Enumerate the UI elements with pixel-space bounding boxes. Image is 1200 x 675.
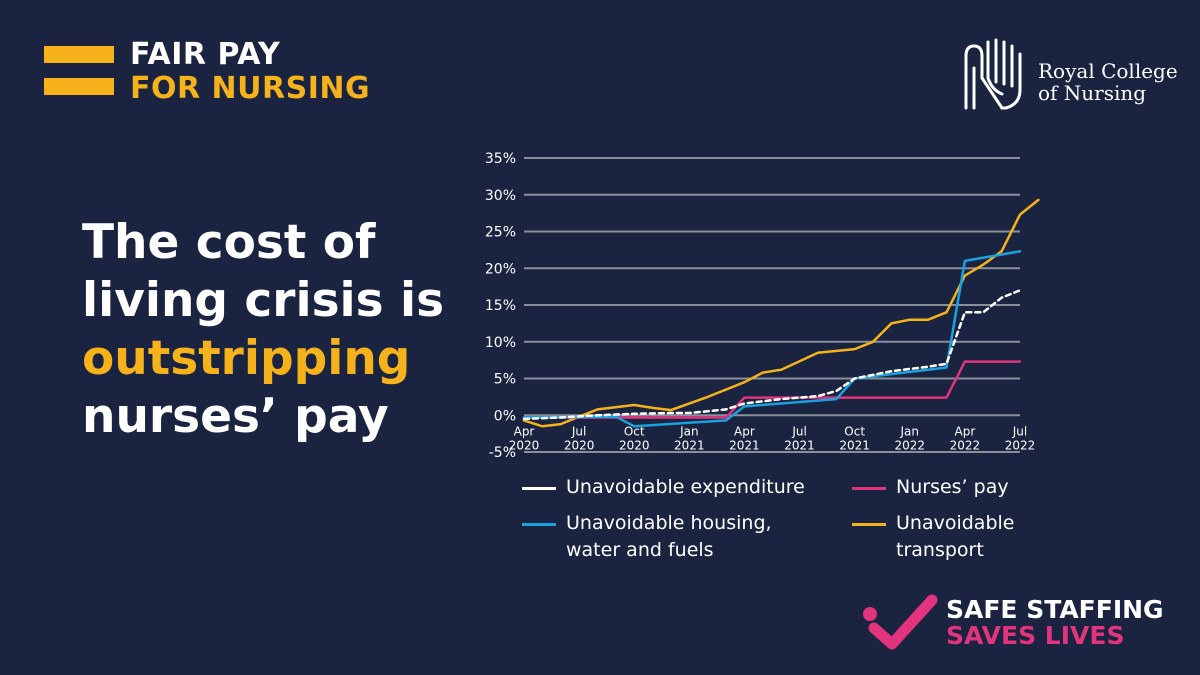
legend-swatch-nurses-pay <box>852 487 886 490</box>
rcn-name: Royal College of Nursing <box>1038 60 1178 104</box>
x-tick-label: 2020 <box>564 438 595 452</box>
legend-swatch-housing <box>522 523 556 526</box>
x-tick-label: 2021 <box>839 438 870 452</box>
x-tick-label: Jul <box>571 424 586 438</box>
series-line-unavoidable-housing-water-and-fuels <box>522 250 1022 428</box>
x-tick-label: 2022 <box>1005 438 1036 452</box>
headline: The cost of living crisis is outstrippin… <box>82 214 482 446</box>
x-tick-label: Oct <box>844 424 865 438</box>
brand-bar-bottom <box>44 78 114 95</box>
rcn-name-line-2: of Nursing <box>1038 81 1147 105</box>
x-tick-label: Apr <box>514 424 535 438</box>
brand-line-1: FAIR PAY <box>130 37 281 72</box>
y-tick-label: 10% <box>485 335 516 351</box>
brand-line-2: FOR NURSING <box>130 71 371 106</box>
cost-of-living-chart: 35% 30% 25% 20% 15% 10% 5% 0% -5% Apr 2020 Jul 2020 O… <box>440 140 1060 470</box>
chart-svg: 35%30%25%20%15%10%5%0%-5%Apr2020Jul2020O… <box>485 151 1040 461</box>
x-tick-label: Apr <box>955 424 976 438</box>
y-tick-label: -5% <box>489 445 516 461</box>
x-tick-label: 2021 <box>784 438 815 452</box>
safe-staffing-logo: SAFE STAFFING SAVES LIVES <box>858 594 1178 654</box>
legend-label: Unavoidable transport <box>896 510 1014 564</box>
x-tick-label: 2020 <box>619 438 650 452</box>
legend-label-line-2: transport <box>896 539 984 561</box>
brand-bar-top <box>44 46 114 63</box>
rcn-hands-icon <box>964 38 1022 110</box>
y-tick-label: 15% <box>485 298 516 314</box>
x-tick-label: 2020 <box>509 438 540 452</box>
x-tick-label: 2021 <box>729 438 760 452</box>
headline-line-1: The cost of <box>82 215 376 270</box>
campaign-line-1: SAFE STAFFING <box>946 595 1164 624</box>
y-tick-label: 35% <box>485 151 516 167</box>
campaign-line-2: SAVES LIVES <box>946 621 1125 650</box>
x-tick-label: 2022 <box>950 438 981 452</box>
legend-label: Nurses’ pay <box>896 476 1009 498</box>
x-tick-label: 2022 <box>895 438 926 452</box>
rcn-logo: Royal College of Nursing <box>962 38 1178 114</box>
brand-text: FAIR PAY FOR NURSING <box>130 38 450 106</box>
y-tick-label: 0% <box>494 408 516 424</box>
x-tick-label: 2021 <box>674 438 705 452</box>
legend-label-line-1: Unavoidable housing, <box>566 512 772 534</box>
headline-line-4: nurses’ pay <box>82 389 389 444</box>
y-tick-label: 20% <box>485 261 516 277</box>
headline-line-3: outstripping <box>82 331 411 386</box>
series-line-nurses-pay <box>522 360 1022 419</box>
y-tick-label: 25% <box>485 225 516 241</box>
headline-line-2: living crisis is <box>82 273 445 328</box>
x-tick-label: Jan <box>679 424 699 438</box>
rcn-name-line-1: Royal College <box>1038 59 1178 83</box>
legend-label-line-2: water and fuels <box>566 539 714 561</box>
series-line-unavoidable-transport <box>522 198 1040 428</box>
legend-label: Unavoidable expenditure <box>566 476 805 498</box>
legend-label: Unavoidable housing, water and fuels <box>566 510 772 564</box>
x-tick-label: Oct <box>624 424 645 438</box>
series-line-unavoidable-expenditure <box>522 289 1022 421</box>
legend-swatch-transport <box>852 523 886 526</box>
legend-swatch-expenditure <box>522 487 556 490</box>
chart-legend: Unavoidable expenditure Nurses’ pay Unav… <box>522 472 1062 572</box>
checkmark-icon <box>863 594 938 650</box>
x-tick-label: Jul <box>1012 424 1027 438</box>
y-tick-label: 5% <box>494 372 516 388</box>
x-tick-label: Jan <box>900 424 920 438</box>
x-tick-label: Jul <box>791 424 806 438</box>
y-tick-label: 30% <box>485 188 516 204</box>
legend-label-line-1: Unavoidable <box>896 512 1015 534</box>
x-tick-label: Apr <box>734 424 755 438</box>
